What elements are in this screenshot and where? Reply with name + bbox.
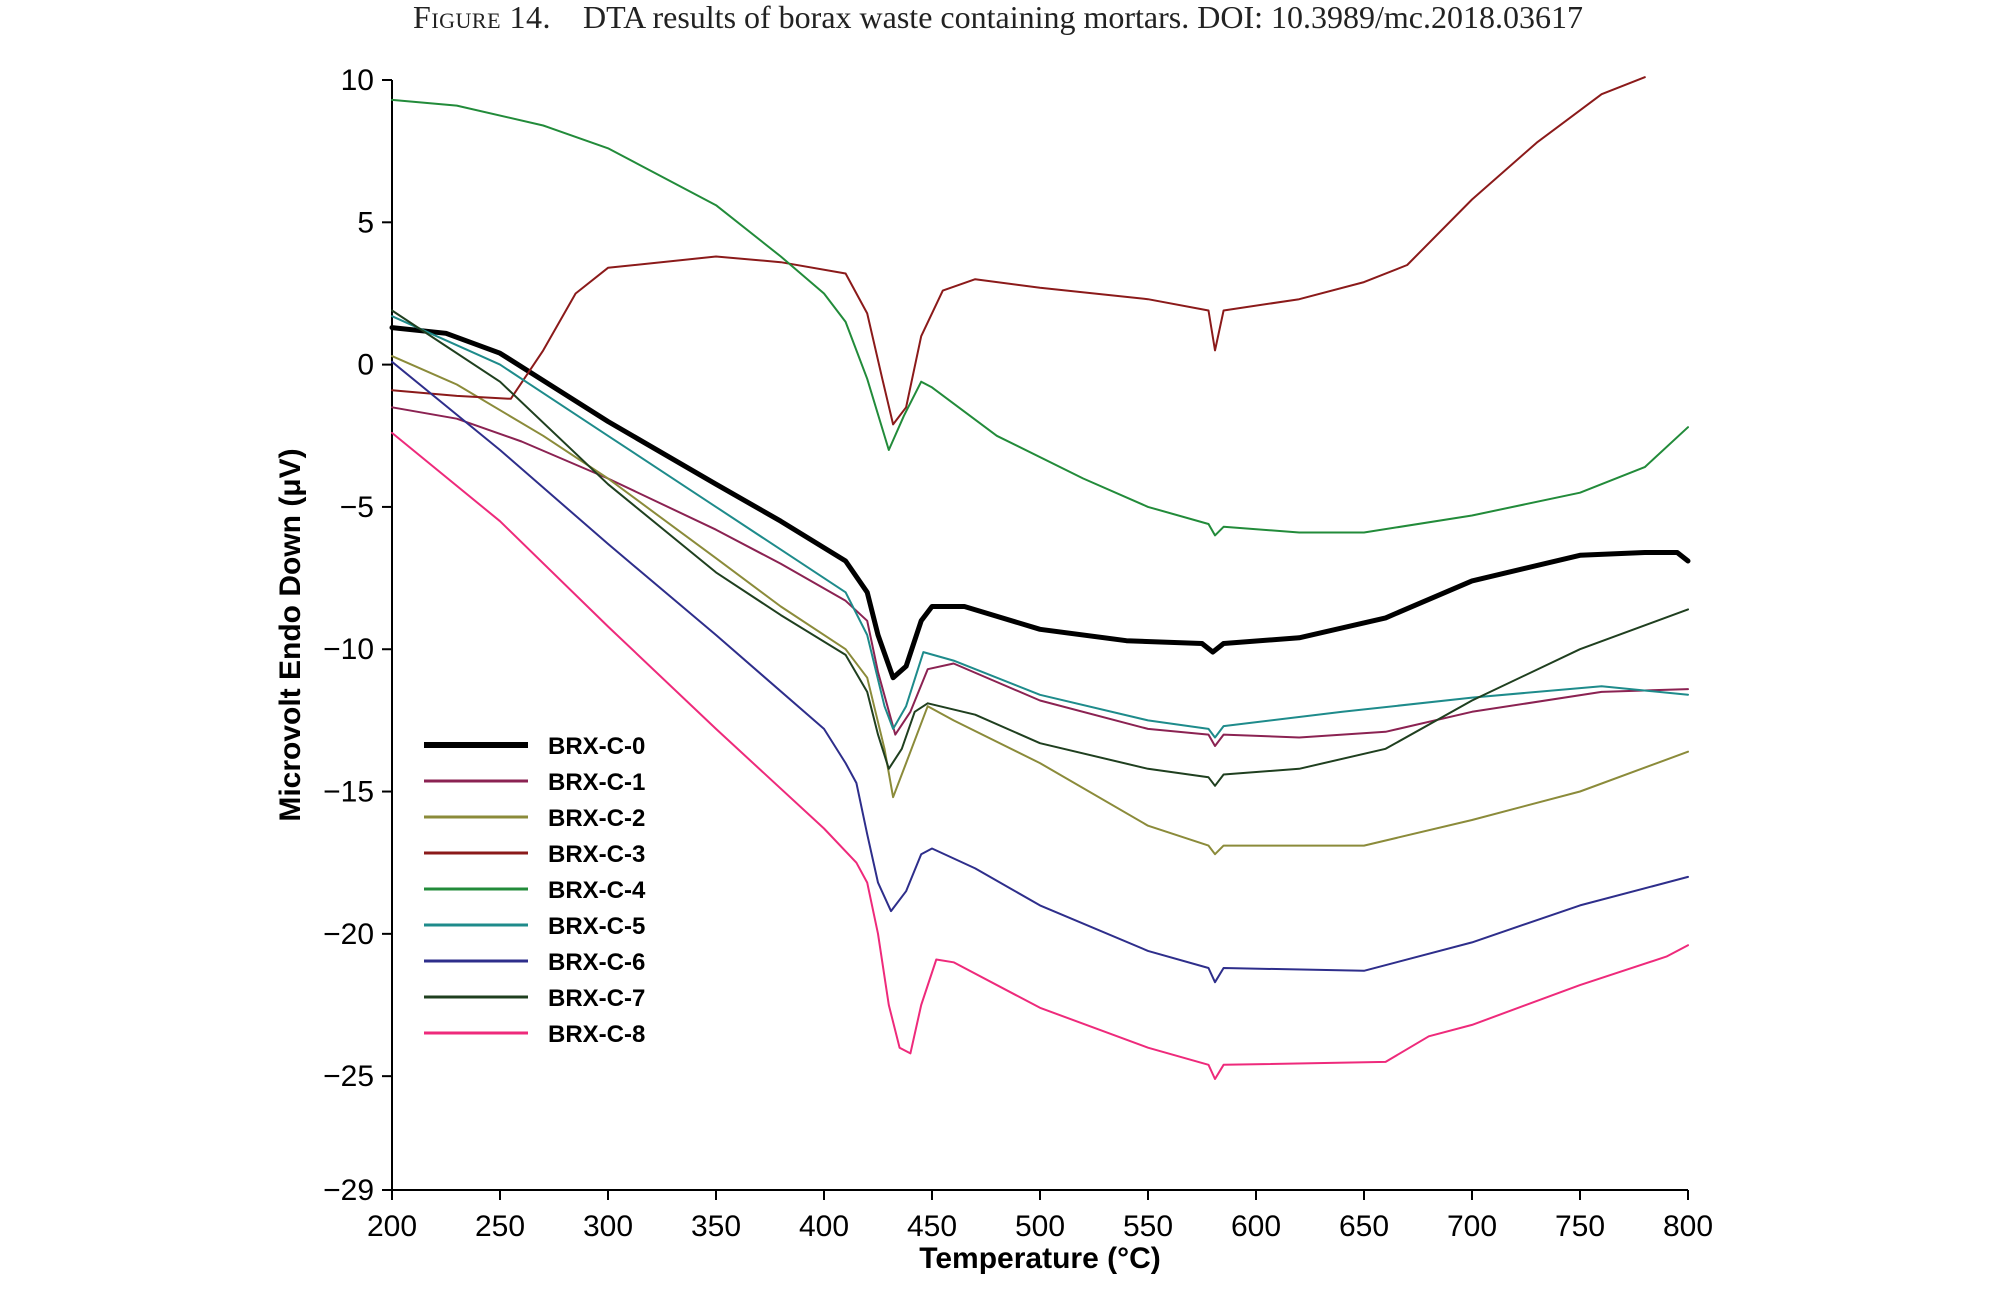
legend-label-brx-c-8: BRX-C-8: [548, 1021, 645, 1048]
x-tick-label: 750: [1555, 1210, 1605, 1243]
x-tick-label: 800: [1663, 1210, 1713, 1243]
y-tick-label: −10: [323, 633, 374, 666]
series-line-brx-c-8: [391, 431, 1689, 1080]
y-tick-label: 0: [357, 349, 374, 382]
y-tick-label: −15: [323, 776, 374, 809]
x-tick-label: 500: [1015, 1210, 1065, 1243]
series-line-brx-c-4: [391, 98, 1689, 537]
y-tick-label: 10: [341, 64, 374, 97]
figure-caption: Figure 14. DTA results of borax waste con…: [0, 0, 1996, 34]
x-tick-label: 250: [475, 1210, 525, 1243]
x-tick-label: 600: [1231, 1210, 1281, 1243]
y-tick-label: −25: [323, 1060, 374, 1093]
figure-caption-text: DTA results of borax waste containing mo…: [583, 0, 1583, 35]
legend: BRX-C-0 BRX-C-1 BRX-C-2 BRX-C-3 BRX-C-4 BRX-C…: [424, 733, 646, 1048]
x-tick-label: 550: [1123, 1210, 1173, 1243]
series-line-brx-c-0: [389, 325, 1691, 681]
y-tick-label: 5: [357, 206, 374, 239]
figure-label: Figure 14.: [413, 0, 552, 35]
series-line-brx-c-7: [391, 309, 1689, 787]
x-tick-label: 300: [583, 1210, 633, 1243]
series-line-brx-c-3: [391, 76, 1646, 426]
series-lines: [389, 76, 1691, 1080]
legend-label-brx-c-5: BRX-C-5: [548, 913, 645, 940]
x-tick-label: 350: [691, 1210, 741, 1243]
legend-label-brx-c-7: BRX-C-7: [548, 985, 645, 1012]
x-tick-label: 200: [367, 1210, 417, 1243]
x-axis-title: Temperature (°C): [919, 1242, 1160, 1275]
x-tick-label: 650: [1339, 1210, 1389, 1243]
legend-label-brx-c-4: BRX-C-4: [548, 877, 646, 904]
legend-label-brx-c-0: BRX-C-0: [548, 733, 645, 760]
series-line-brx-c-5: [391, 315, 1689, 739]
y-tick-label: −5: [340, 491, 374, 524]
legend-label-brx-c-6: BRX-C-6: [548, 949, 645, 976]
axes: 200 250 300 350 400 450 500 550 600 650 700 750 800 1…: [323, 64, 1713, 1243]
x-tick-label: 700: [1447, 1210, 1497, 1243]
legend-label-brx-c-2: BRX-C-2: [548, 805, 645, 832]
y-axis-title: Microvolt Endo Down (μV): [274, 448, 307, 821]
x-tick-label: 400: [799, 1210, 849, 1243]
x-tick-label: 450: [907, 1210, 957, 1243]
series-line-brx-c-1: [391, 406, 1689, 747]
y-tick-label: −29: [323, 1174, 374, 1207]
legend-label-brx-c-3: BRX-C-3: [548, 841, 645, 868]
legend-label-brx-c-1: BRX-C-1: [548, 769, 645, 796]
y-tick-label: −20: [323, 918, 374, 951]
series-line-brx-c-6: [391, 360, 1689, 984]
series-line-brx-c-2: [391, 355, 1689, 856]
